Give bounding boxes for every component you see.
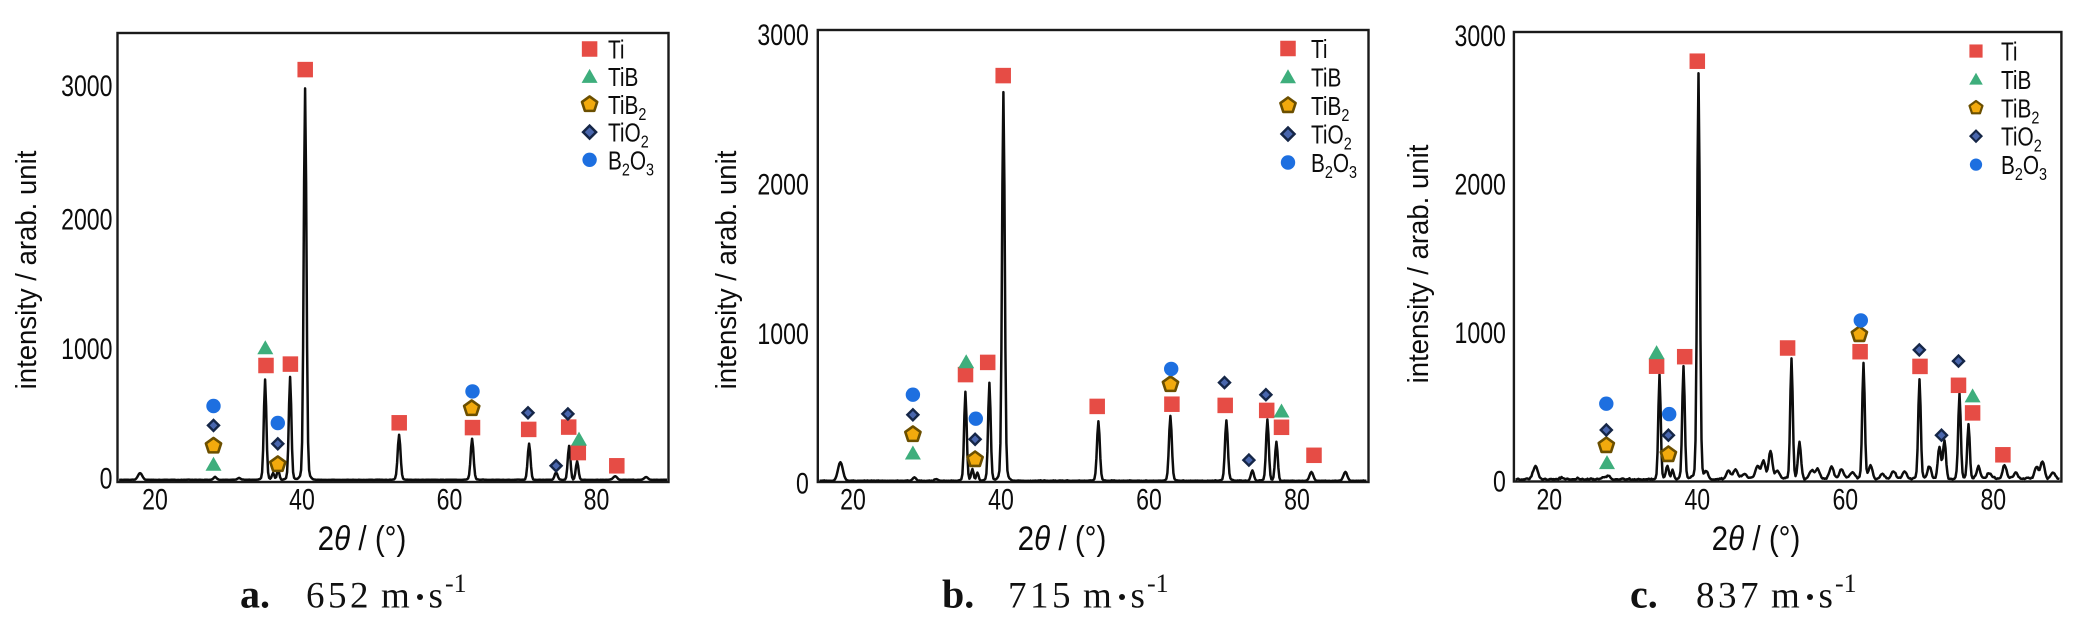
svg-text:1000: 1000 bbox=[1455, 316, 1506, 350]
svg-text:20: 20 bbox=[142, 483, 168, 517]
svg-text:40: 40 bbox=[289, 483, 315, 517]
svg-text:intensity / arab. unit: intensity / arab. unit bbox=[709, 150, 742, 389]
svg-text:TiB: TiB bbox=[2001, 66, 2031, 95]
svg-text:3000: 3000 bbox=[1455, 19, 1506, 53]
svg-text:2θ / (°): 2θ / (°) bbox=[1712, 519, 1801, 557]
svg-text:m: m bbox=[381, 576, 410, 617]
svg-text:60: 60 bbox=[437, 483, 463, 517]
svg-text:a.: a. bbox=[240, 572, 270, 617]
svg-text:TiB: TiB bbox=[1311, 63, 1341, 92]
svg-text:40: 40 bbox=[988, 483, 1014, 517]
svg-text:0: 0 bbox=[100, 462, 113, 496]
svg-text:0: 0 bbox=[1493, 465, 1506, 499]
svg-text:m: m bbox=[1083, 576, 1112, 617]
svg-text:TiB: TiB bbox=[608, 63, 638, 92]
svg-text:837: 837 bbox=[1696, 576, 1762, 617]
svg-text:3000: 3000 bbox=[61, 69, 112, 103]
svg-text:c.: c. bbox=[1630, 572, 1658, 617]
svg-text:20: 20 bbox=[840, 483, 866, 517]
svg-text:2000: 2000 bbox=[61, 203, 112, 237]
svg-text:80: 80 bbox=[1284, 483, 1310, 517]
svg-text:80: 80 bbox=[1980, 483, 2006, 517]
svg-text:m: m bbox=[1771, 576, 1800, 617]
svg-text:s: s bbox=[1131, 576, 1145, 617]
svg-text:20: 20 bbox=[1536, 483, 1562, 517]
svg-text:2θ / (°): 2θ / (°) bbox=[1018, 519, 1107, 557]
svg-text:2θ / (°): 2θ / (°) bbox=[318, 519, 407, 557]
svg-text:intensity / arab. unit: intensity / arab. unit bbox=[9, 150, 42, 389]
svg-text:715: 715 bbox=[1008, 576, 1074, 617]
svg-text:40: 40 bbox=[1684, 483, 1710, 517]
svg-text:60: 60 bbox=[1136, 483, 1162, 517]
svg-text:s: s bbox=[429, 576, 443, 617]
svg-text:Ti: Ti bbox=[1311, 35, 1328, 64]
svg-text:80: 80 bbox=[584, 483, 610, 517]
svg-text:intensity / arab. unit: intensity / arab. unit bbox=[1401, 144, 1434, 383]
svg-text:Ti: Ti bbox=[608, 35, 625, 64]
svg-text:b.: b. bbox=[942, 572, 974, 617]
svg-text:2000: 2000 bbox=[1455, 168, 1506, 202]
svg-text:-1: -1 bbox=[1835, 569, 1857, 598]
svg-text:0: 0 bbox=[796, 467, 809, 501]
svg-text:s: s bbox=[1819, 576, 1833, 617]
svg-text:60: 60 bbox=[1832, 483, 1858, 517]
svg-text:1000: 1000 bbox=[757, 317, 808, 351]
svg-text:2000: 2000 bbox=[757, 168, 808, 202]
svg-text:652: 652 bbox=[306, 576, 372, 617]
svg-text:-1: -1 bbox=[445, 569, 467, 598]
svg-text:1000: 1000 bbox=[61, 332, 112, 366]
svg-text:3000: 3000 bbox=[757, 18, 808, 52]
svg-text:Ti: Ti bbox=[2001, 37, 2018, 66]
svg-text:-1: -1 bbox=[1147, 569, 1169, 598]
